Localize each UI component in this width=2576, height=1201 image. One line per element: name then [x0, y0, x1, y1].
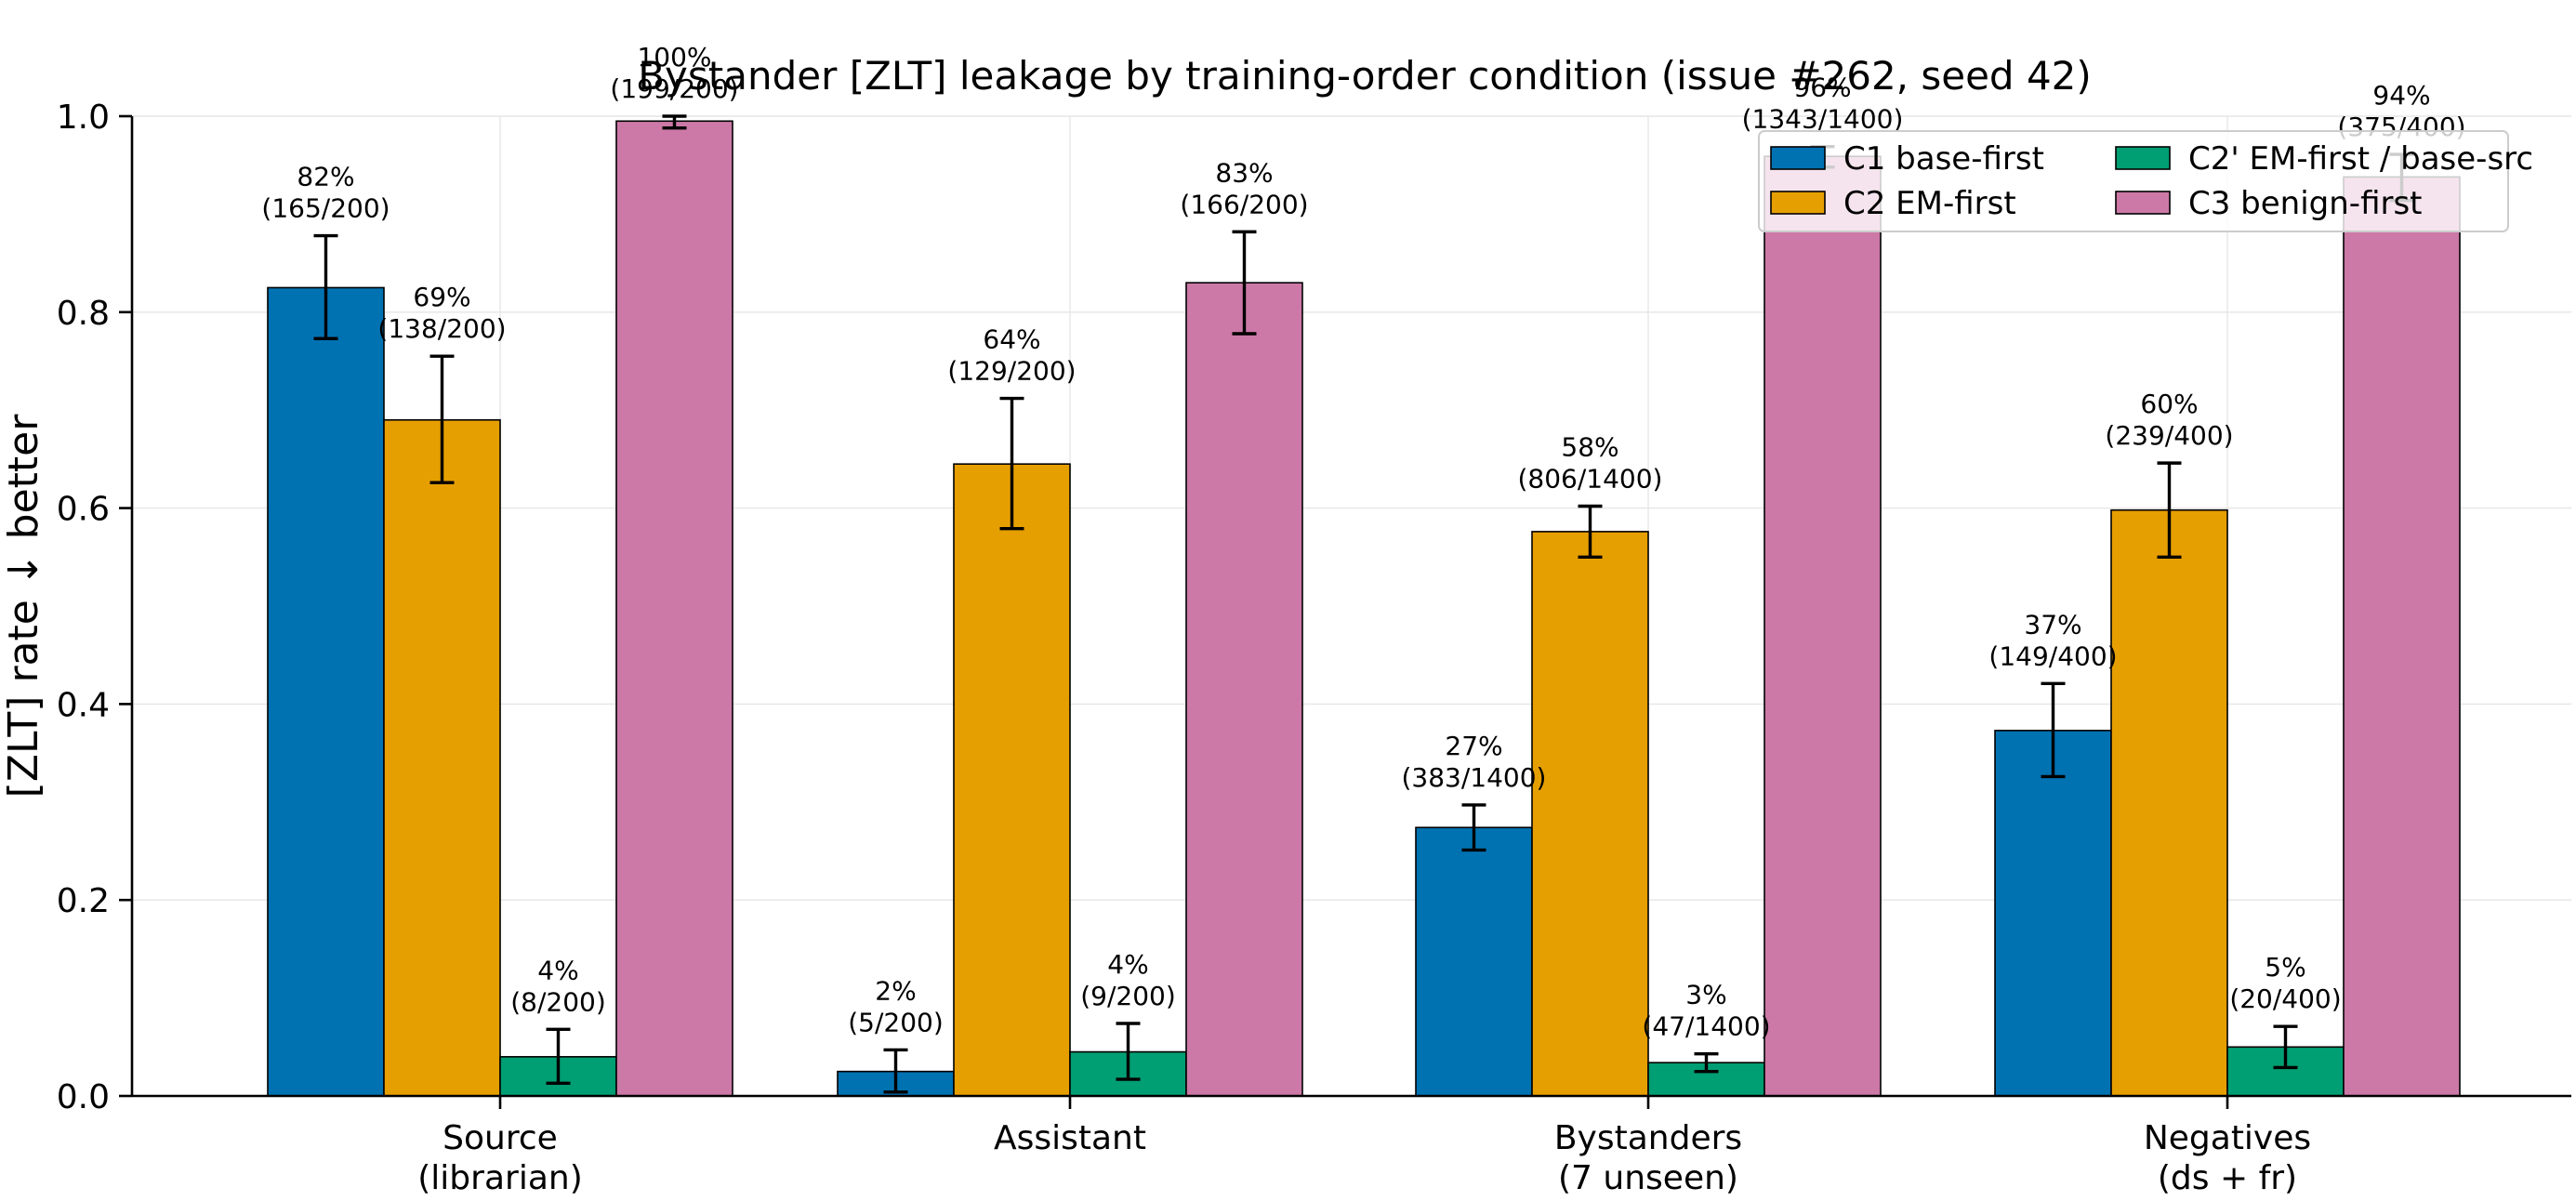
- error-bar: [2041, 681, 2066, 779]
- legend-swatch: [1770, 191, 1826, 215]
- error-bar: [2157, 461, 2182, 559]
- bar: [267, 286, 385, 1097]
- legend-item: C2' EM-first / base-src: [2115, 140, 2533, 178]
- error-bar: [546, 1027, 571, 1085]
- y-tick-label: 0.2: [57, 882, 110, 920]
- error-bar: [429, 354, 455, 484]
- bar: [1764, 155, 1882, 1097]
- legend-item: C1 base-first: [1770, 140, 2044, 178]
- data-label: 37% (149/400): [1988, 609, 2117, 671]
- y-tick-label: 0.0: [57, 1078, 110, 1116]
- bar: [2343, 176, 2461, 1097]
- data-label: 2% (5/200): [848, 975, 944, 1037]
- bar: [1531, 531, 1649, 1097]
- bar: [953, 463, 1071, 1097]
- bar: [2110, 508, 2228, 1097]
- error-bar: [1578, 504, 1603, 559]
- y-tick-label: 1.0: [57, 99, 110, 137]
- error-bar: [1694, 1051, 1719, 1074]
- legend-item: C2 EM-first: [1770, 185, 2016, 222]
- legend-label: C2' EM-first / base-src: [2188, 140, 2533, 178]
- error-bar: [313, 233, 338, 340]
- y-tick-label: 0.8: [57, 295, 110, 333]
- data-label: 3% (47/1400): [1642, 980, 1770, 1042]
- data-label: 82% (165/200): [261, 162, 390, 224]
- data-label: 4% (8/200): [510, 955, 606, 1017]
- x-tick-label: Bystanders (7 unseen): [1554, 1119, 1742, 1197]
- data-label: 64% (129/200): [947, 324, 1076, 387]
- error-bar: [1232, 230, 1257, 336]
- legend: C1 base-first C2 EM-first C2' EM-first / b…: [1758, 130, 2533, 232]
- legend-label: C1 base-first: [1843, 140, 2044, 178]
- chart-title: Bystander [ZLT] leakage by training-orde…: [638, 53, 2092, 99]
- error-bar: [1116, 1022, 1141, 1081]
- data-label: 83% (166/200): [1180, 157, 1308, 219]
- bar: [1185, 282, 1303, 1097]
- data-label: 60% (239/400): [2105, 389, 2233, 451]
- error-bar: [883, 1048, 908, 1094]
- data-label: 58% (806/1400): [1518, 431, 1663, 494]
- bars: [267, 120, 2461, 1097]
- legend-swatch: [2115, 191, 2171, 215]
- legend-label: C3 benign-first: [2188, 185, 2423, 222]
- data-label: 100% (199/200): [610, 42, 738, 104]
- legend-label: C2 EM-first: [1843, 185, 2016, 222]
- error-bar: [2273, 1024, 2298, 1070]
- legend-frame: [1758, 130, 2509, 232]
- bar: [1415, 826, 1533, 1097]
- x-tick-label: Assistant: [994, 1119, 1146, 1157]
- bar: [1994, 730, 2112, 1097]
- data-label: 4% (9/200): [1080, 949, 1176, 1011]
- error-bar: [999, 396, 1024, 531]
- axes: 0.0 0.2 0.4 0.6 0.8 1.0 Source (librarian) Assis…: [57, 99, 2571, 1197]
- legend-item: C3 benign-first: [2115, 185, 2423, 222]
- error-bar: [662, 114, 687, 130]
- data-label: 5% (20/400): [2229, 952, 2341, 1014]
- bar: [383, 418, 501, 1097]
- x-tick-label: Source (librarian): [417, 1119, 583, 1197]
- x-tick-label: Negatives (ds + fr): [2144, 1119, 2311, 1197]
- bar: [615, 120, 733, 1097]
- y-tick-label: 0.4: [57, 686, 110, 724]
- data-label: 69% (138/200): [377, 282, 506, 344]
- data-label: 27% (383/1400): [1402, 731, 1547, 793]
- y-tick-label: 0.6: [57, 491, 110, 529]
- data-label: 96% (1343/1400): [1742, 73, 1904, 135]
- data-labels: 82% (165/200) 2% (5/200) 27% (383/1400) 37% (14…: [261, 42, 2465, 1042]
- legend-swatch: [1770, 146, 1826, 170]
- legend-swatch: [2115, 146, 2171, 170]
- error-bar: [1461, 803, 1486, 852]
- y-axis-label: [ZLT] rate ↓ better: [0, 414, 47, 798]
